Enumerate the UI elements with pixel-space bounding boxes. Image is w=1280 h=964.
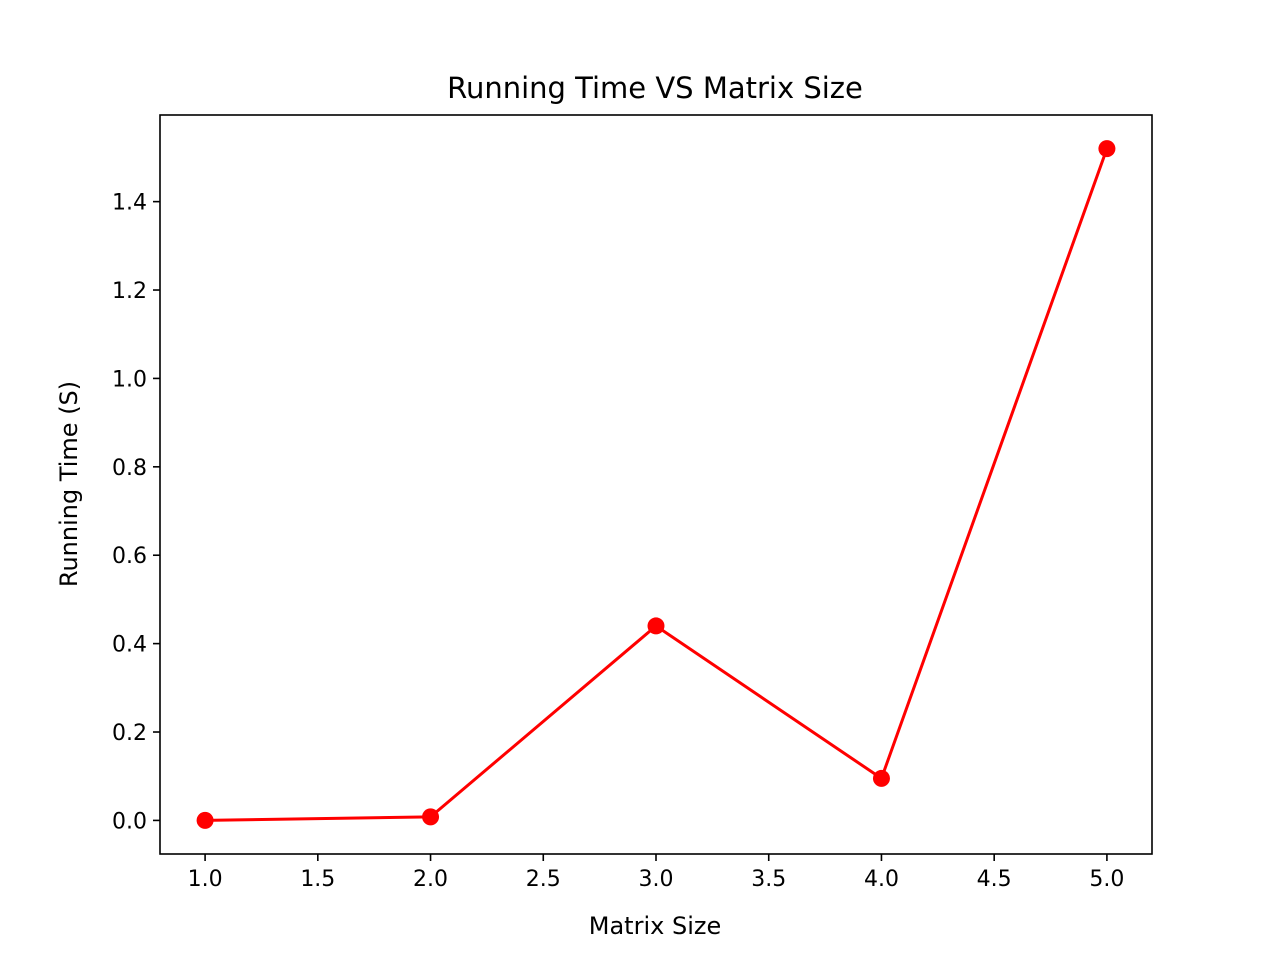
y-tick-label: 0.6 [112, 544, 147, 569]
data-point [872, 769, 890, 787]
x-tick-label: 5.0 [1089, 867, 1124, 892]
y-tick-label: 1.0 [112, 367, 147, 392]
axes-frame [159, 114, 1153, 855]
y-tick-label: 0.4 [112, 633, 147, 658]
x-tick-label: 2.0 [413, 867, 448, 892]
data-point [647, 617, 665, 635]
data-point [422, 808, 440, 826]
y-tick-label: 0.0 [112, 809, 147, 834]
x-axis-label: Matrix Size [589, 912, 721, 940]
y-tick-label: 1.2 [112, 279, 147, 304]
x-tick-label: 3.5 [751, 867, 786, 892]
y-axis-label: Running Time (S) [55, 381, 83, 587]
y-tick-label: 0.8 [112, 456, 147, 481]
x-tick-label: 4.0 [864, 867, 899, 892]
series-line [205, 148, 1109, 822]
x-tick-label: 1.5 [300, 867, 335, 892]
data-point [196, 811, 214, 829]
chart-title: Running Time VS Matrix Size [447, 71, 863, 105]
x-tick-label: 4.5 [977, 867, 1012, 892]
x-tick-label: 1.0 [188, 867, 223, 892]
data-point [1098, 140, 1116, 158]
plot-area: 1.0 1.5 2.0 2.5 3.0 3.5 4.0 4.5 5.0 0.0 0.2 0.4 0.6 0… [112, 114, 1153, 892]
x-tick-label: 3.0 [639, 867, 674, 892]
y-tick-label: 0.2 [112, 721, 147, 746]
x-tick-label: 2.5 [526, 867, 561, 892]
y-tick-label: 1.4 [112, 191, 147, 216]
